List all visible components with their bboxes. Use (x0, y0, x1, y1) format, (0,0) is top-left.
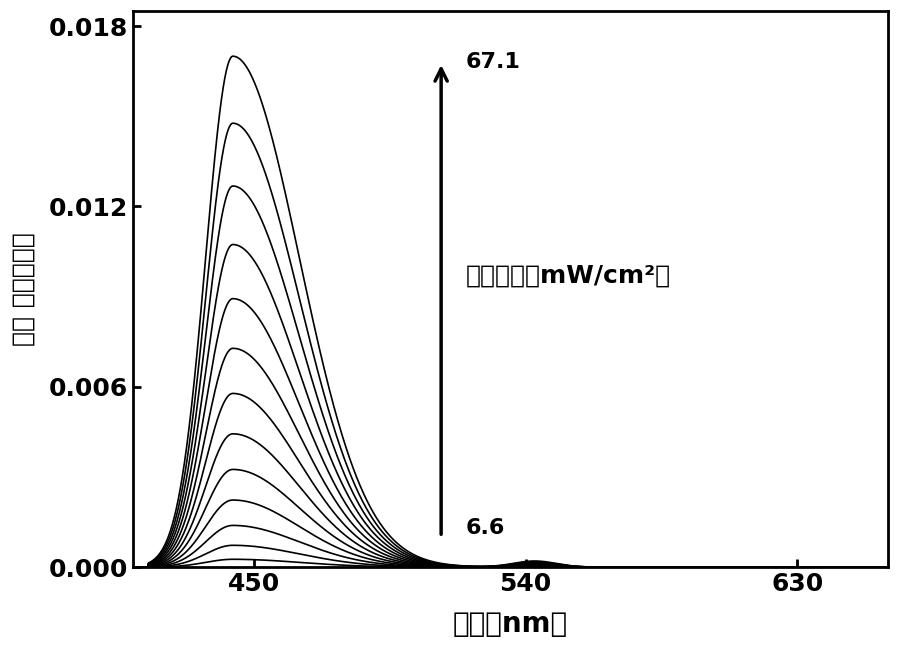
Text: 功率密度（mW/cm²）: 功率密度（mW/cm²） (466, 263, 671, 288)
X-axis label: 波长（nm）: 波长（nm） (453, 610, 568, 638)
Text: 6.6: 6.6 (466, 518, 504, 538)
Y-axis label: 上转 换荧光强度: 上转 换荧光强度 (11, 232, 35, 346)
Text: 67.1: 67.1 (466, 52, 521, 72)
